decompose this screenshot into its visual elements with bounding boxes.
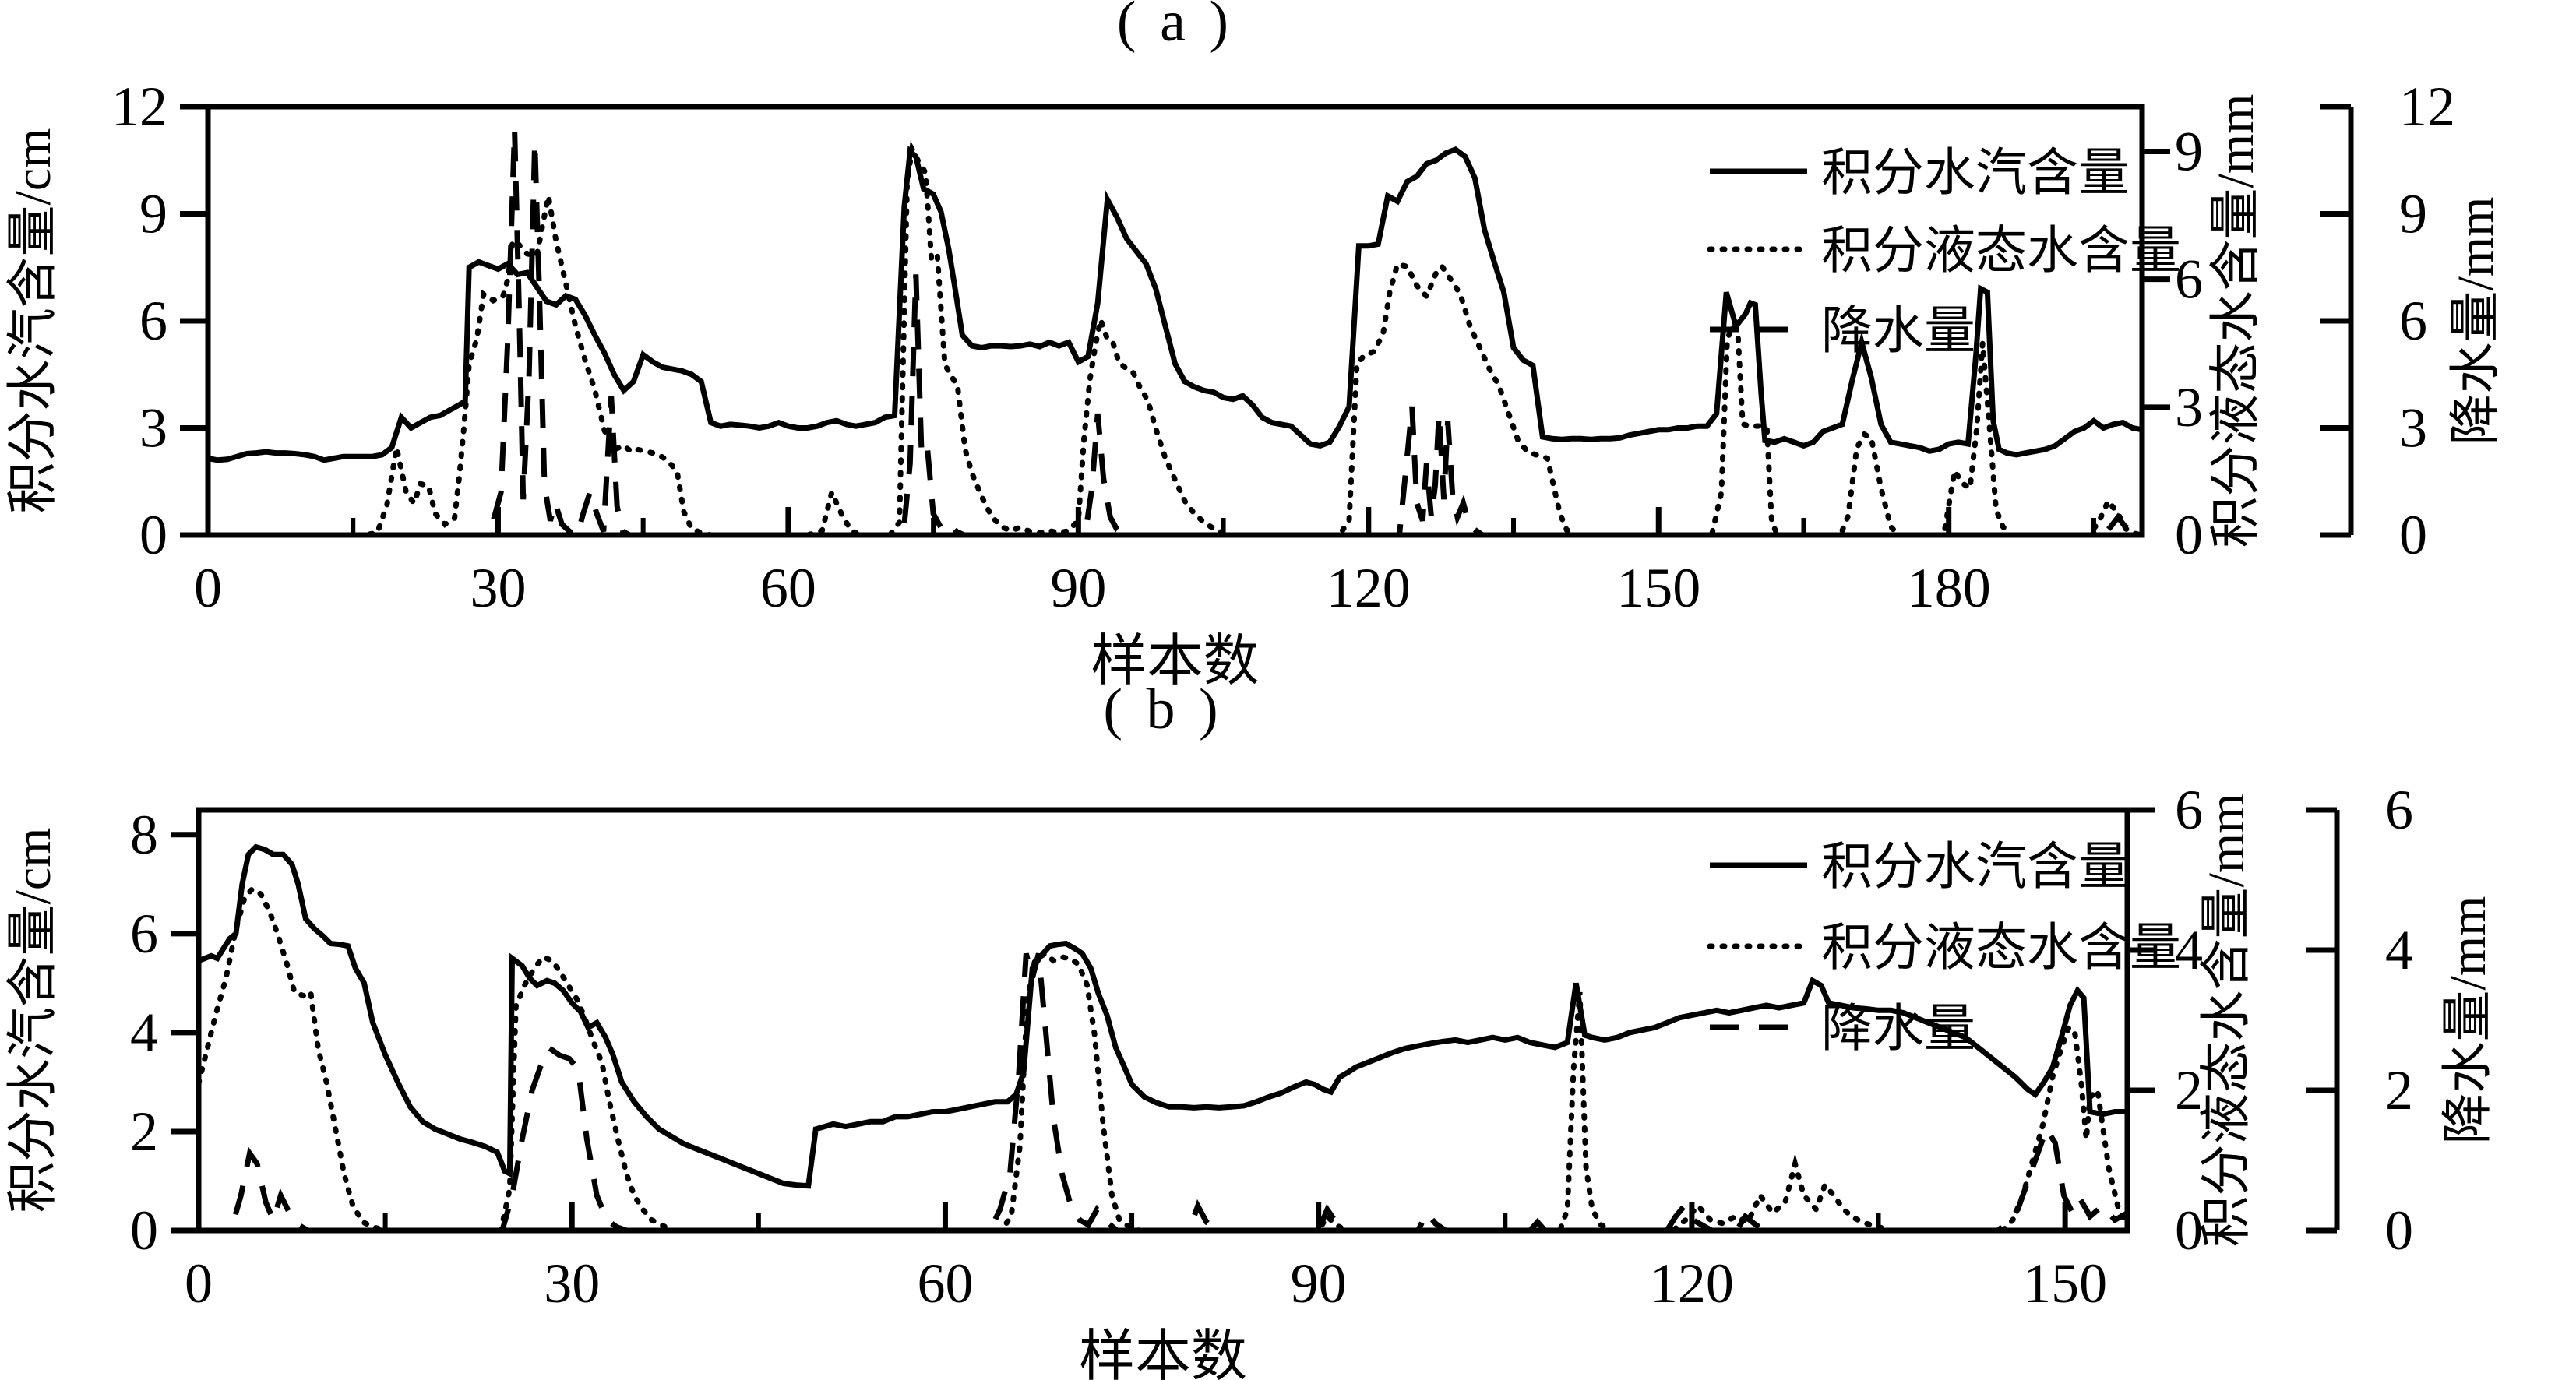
y-axis-left-tick-label: 4 — [130, 1002, 158, 1064]
y-axis-left-tick-label: 3 — [139, 397, 167, 459]
y-axis-right2-title: 降水量/mm — [2440, 896, 2497, 1144]
y-axis-right1-tick-label: 4 — [2175, 919, 2203, 981]
legend-item-label: 降水量 — [1821, 1001, 1975, 1058]
y-axis-right1-tick-label: 0 — [2175, 504, 2203, 566]
x-axis-title: 样本数 — [1079, 1325, 1247, 1380]
y-axis-left-tick-label: 12 — [111, 76, 167, 138]
y-axis-left-tick-label: 6 — [130, 903, 158, 965]
y-axis-right2-tick-label: 2 — [2385, 1059, 2413, 1121]
x-axis-tick-label: 150 — [1616, 557, 1700, 619]
y-axis-left-title: 积分水汽含量/cm — [5, 128, 62, 514]
legend-item-label: 积分液态水含量 — [1821, 920, 2181, 977]
y-axis-right1-tick-label: 0 — [2175, 1199, 2203, 1262]
y-axis-right1-tick-label: 6 — [2175, 779, 2203, 841]
y-axis-right1-tick-label: 2 — [2175, 1059, 2203, 1121]
x-axis-tick-label: 60 — [917, 1252, 973, 1315]
panel-b: ( b )0 30 60 90 120 150样本数02468积分水汽含量/cm0246积… — [5, 678, 2497, 1380]
legend-item-label: 积分水汽含量 — [1821, 145, 2130, 202]
y-axis-right1-title: 积分液态水含量/mm — [2198, 793, 2255, 1247]
series-ilw-line — [196, 885, 2130, 1234]
x-axis-tick-label: 0 — [185, 1252, 213, 1315]
x-axis-tick-label: 0 — [194, 557, 222, 619]
x-axis-tick-label: 120 — [1327, 557, 1411, 619]
y-axis-left-tick-label: 0 — [139, 504, 167, 566]
y-axis-right2-tick-label: 6 — [2385, 779, 2413, 841]
y-axis-right2-tick-label: 3 — [2399, 397, 2427, 459]
panel-title: ( b ) — [1103, 678, 1222, 741]
y-axis-right2-tick-label: 6 — [2399, 290, 2427, 352]
y-axis-right2-tick-label: 0 — [2385, 1199, 2413, 1262]
legend-item-label: 积分液态水含量 — [1821, 223, 2181, 280]
y-axis-right1-tick-label: 3 — [2175, 376, 2203, 438]
y-axis-right2-tick-label: 9 — [2399, 183, 2427, 245]
series-iwv-line — [207, 146, 2143, 463]
x-axis-tick-label: 30 — [470, 557, 526, 619]
x-axis-title: 样本数 — [1091, 630, 1259, 692]
y-axis-left-tick-label: 6 — [139, 290, 167, 352]
series-ilw-line — [205, 140, 2145, 538]
y-axis-right1-title: 积分液态水含量/mm — [2208, 93, 2264, 547]
x-axis-tick-label: 60 — [760, 557, 816, 619]
y-axis-right1-tick-label: 9 — [2175, 120, 2203, 182]
x-axis-tick-label: 180 — [1907, 557, 1991, 619]
y-axis-right2-tick-label: 4 — [2385, 919, 2413, 981]
y-axis-left-title: 积分水汽含量/cm — [5, 828, 62, 1213]
y-axis-left-tick-label: 9 — [139, 183, 167, 245]
x-axis-tick-label: 90 — [1291, 1252, 1347, 1315]
y-axis-right1-tick-label: 6 — [2175, 248, 2203, 311]
panel-a: ( a )0 30 60 90 120 150 180样本数036912积分水汽含量/cm0… — [5, 0, 2504, 692]
x-axis-tick-label: 30 — [544, 1252, 600, 1315]
y-axis-left-tick-label: 2 — [130, 1100, 158, 1163]
panel-title: ( a ) — [1117, 0, 1233, 54]
x-axis-tick-label: 120 — [1650, 1252, 1734, 1315]
series-iwv-line — [197, 843, 2127, 1189]
y-axis-left-tick-label: 8 — [130, 804, 158, 866]
x-axis-tick-label: 90 — [1050, 557, 1106, 619]
y-axis-right2-tick-label: 12 — [2399, 76, 2455, 138]
y-axis-left-tick-label: 0 — [130, 1199, 158, 1262]
legend-item-label: 降水量 — [1821, 303, 1975, 360]
y-axis-right2-title: 降水量/mm — [2447, 196, 2504, 445]
series-precip-line — [199, 952, 2129, 1234]
x-axis-tick-label: 150 — [2023, 1252, 2107, 1315]
y-axis-right2-tick-label: 0 — [2399, 504, 2427, 566]
legend-item-label: 积分水汽含量 — [1821, 839, 2130, 896]
series-precip-line — [208, 129, 2144, 539]
